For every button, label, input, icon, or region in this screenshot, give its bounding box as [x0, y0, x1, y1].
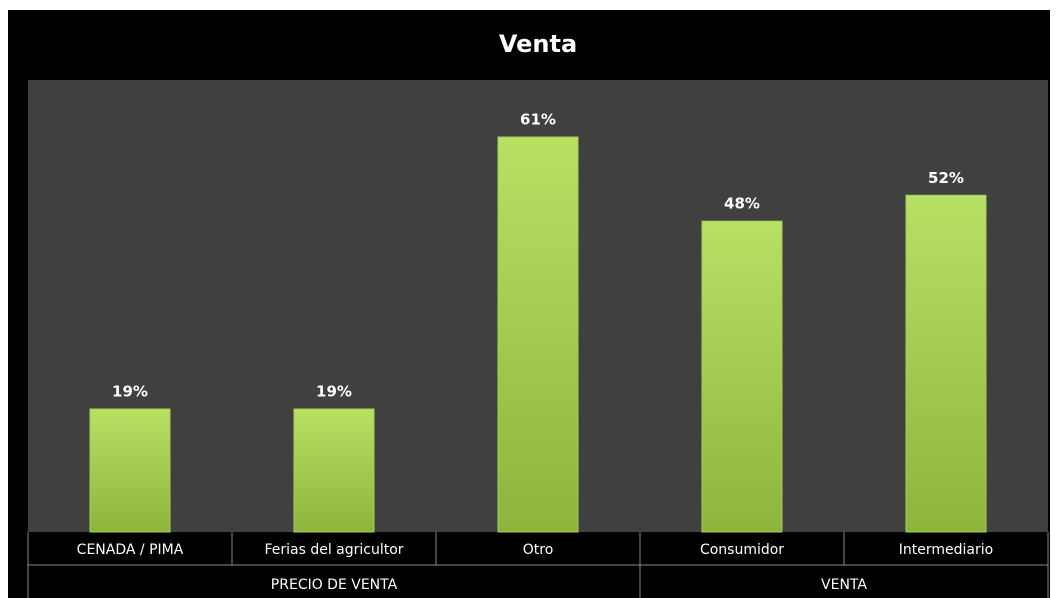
value-label: 52%: [928, 169, 964, 187]
x-tick-label: Consumidor: [700, 542, 784, 558]
x-tick-label: CENADA / PIMA: [77, 542, 184, 558]
value-label: 19%: [316, 382, 352, 400]
bar: [497, 136, 579, 533]
x-tick-label: Otro: [523, 542, 554, 558]
value-label: 48%: [724, 195, 760, 213]
bar: [89, 408, 171, 533]
value-label: 19%: [112, 382, 148, 400]
bar: [905, 194, 987, 533]
bar: [293, 408, 375, 533]
group-label: VENTA: [821, 577, 867, 593]
x-tick-label: Ferias del agricultor: [264, 542, 403, 558]
x-tick-label: Intermediario: [899, 542, 993, 558]
value-label: 61%: [520, 111, 556, 129]
chart-title: Venta: [499, 30, 577, 58]
bar: [701, 220, 783, 533]
group-label: PRECIO DE VENTA: [271, 577, 398, 593]
